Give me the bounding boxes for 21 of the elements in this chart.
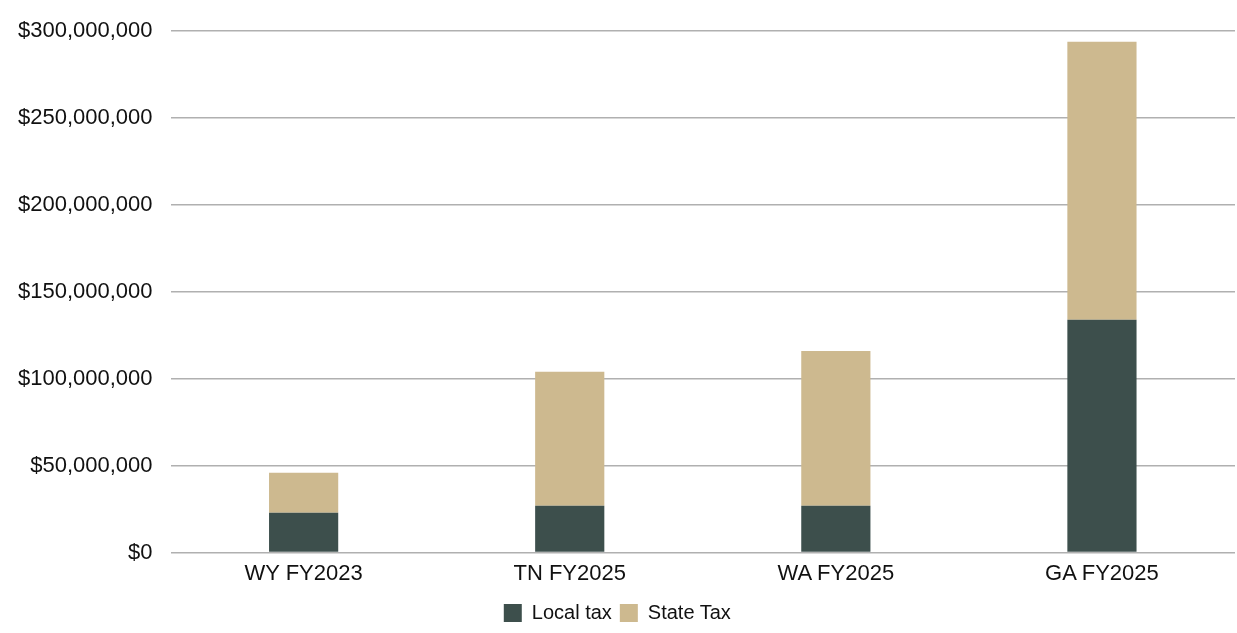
legend-label: Local tax — [531, 600, 612, 623]
x-tick-label: WA FY2025 — [777, 559, 895, 585]
y-tick-label: $250,000,000 — [18, 104, 153, 130]
bar — [801, 350, 871, 506]
x-tick-label: TN FY2025 — [513, 559, 626, 585]
legend-label: State Tax — [647, 600, 731, 623]
bar — [269, 512, 339, 552]
bar — [801, 505, 871, 552]
bar — [535, 371, 605, 506]
y-tick-label: $100,000,000 — [18, 364, 153, 390]
bar — [269, 472, 339, 513]
y-tick-label: $50,000,000 — [30, 451, 153, 477]
y-tick-label: $200,000,000 — [18, 191, 153, 217]
bar — [535, 505, 605, 552]
bar — [1067, 41, 1137, 320]
y-tick-label: $150,000,000 — [18, 277, 153, 303]
y-tick-label: $0 — [128, 538, 153, 564]
y-tick-label: $300,000,000 — [18, 17, 153, 43]
x-tick-label: GA FY2025 — [1045, 559, 1159, 585]
x-tick-label: WY FY2023 — [244, 559, 363, 585]
bar — [1067, 319, 1137, 552]
